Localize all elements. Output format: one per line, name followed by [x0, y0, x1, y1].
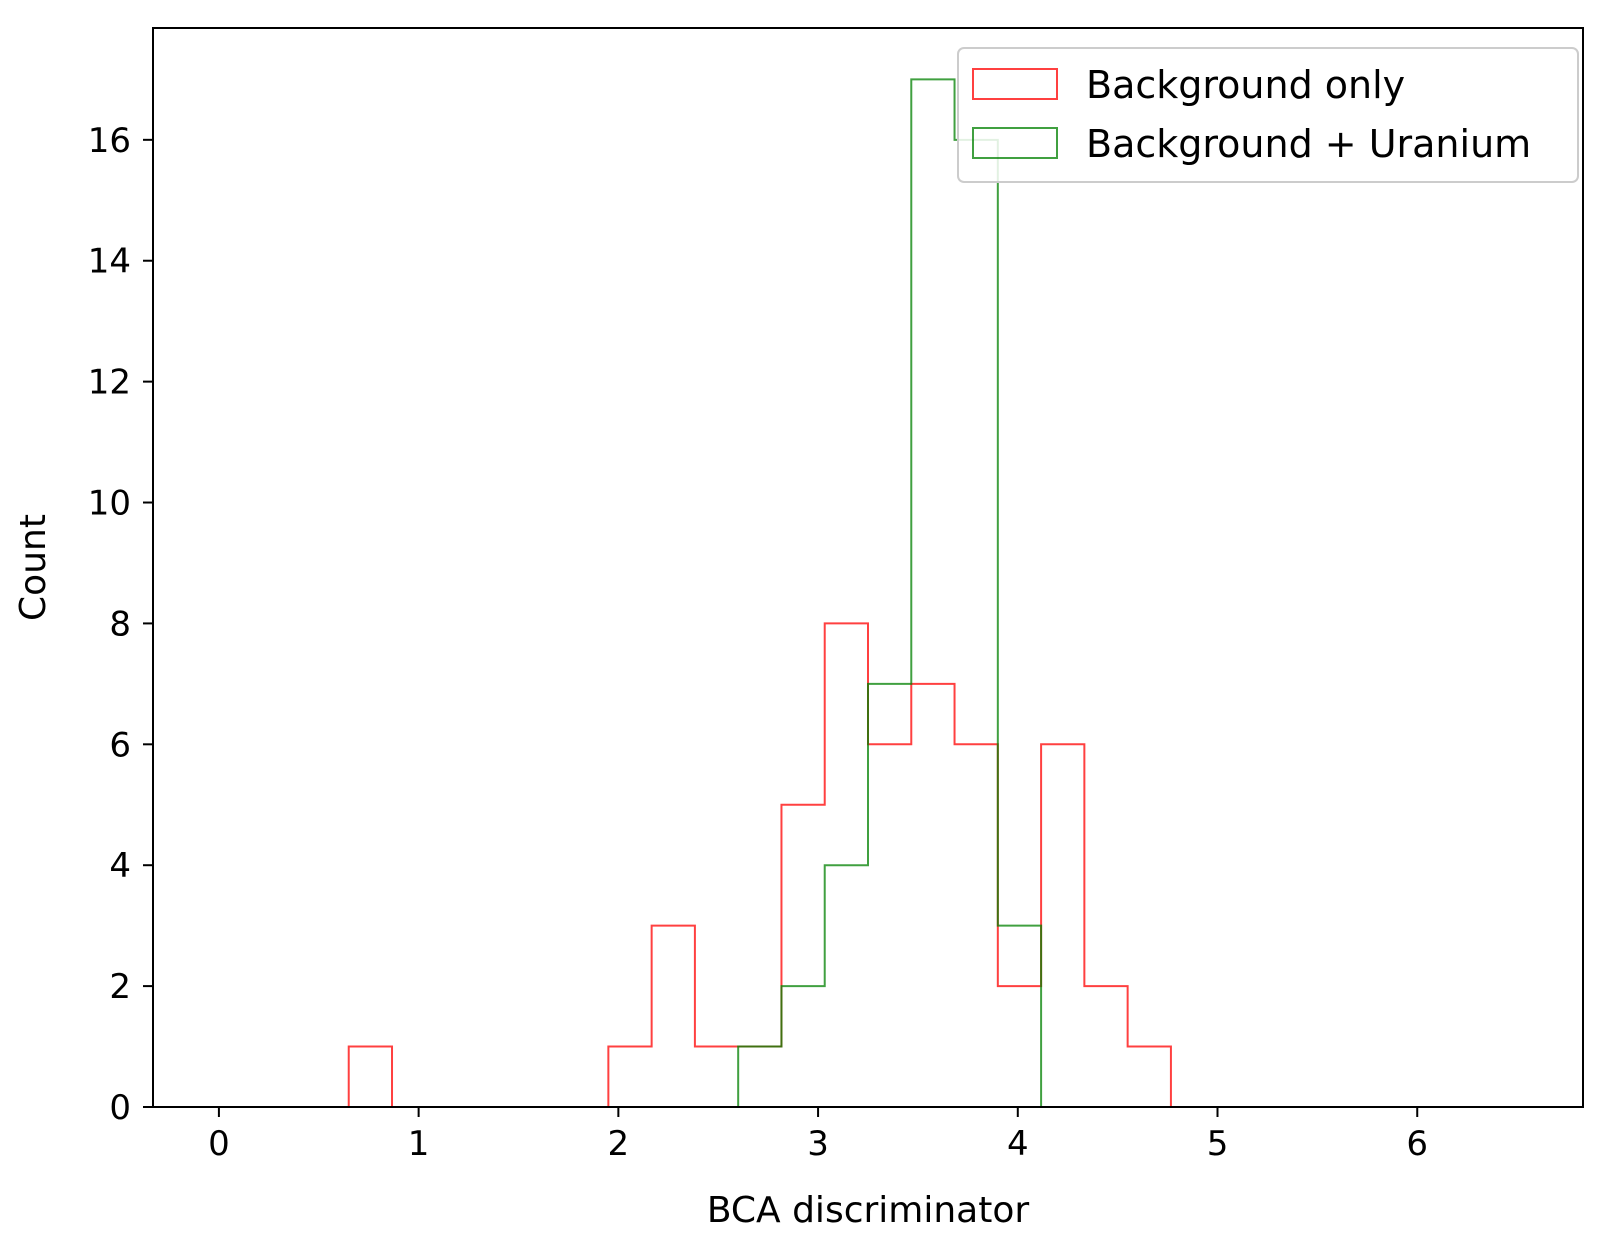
y-tick-label: 2 [109, 967, 131, 1007]
x-tick-label: 2 [608, 1124, 630, 1164]
x-axis-label: BCA discriminator [707, 1190, 1030, 1231]
x-tick-label: 1 [408, 1124, 430, 1164]
x-axis-ticks: 0 1 2 3 4 5 6 [208, 1107, 1428, 1164]
plot-frame [152, 27, 1584, 1108]
legend-swatch-background-only [972, 68, 1058, 100]
legend-label-background-only: Background only [1086, 63, 1405, 107]
x-tick-label: 4 [1007, 1124, 1029, 1164]
y-tick-label: 8 [109, 604, 131, 644]
y-axis-label: Count [13, 514, 54, 621]
y-tick-label: 0 [109, 1088, 131, 1128]
x-tick-label: 6 [1406, 1124, 1428, 1164]
y-tick-label: 12 [88, 363, 131, 403]
y-tick-label: 10 [88, 484, 131, 524]
legend-label-background-uranium: Background + Uranium [1086, 122, 1531, 166]
y-tick-label: 14 [88, 242, 131, 282]
x-tick-label: 5 [1207, 1124, 1229, 1164]
legend: Background only Background + Uranium [957, 47, 1579, 183]
y-tick-label: 4 [109, 846, 131, 886]
y-axis-ticks: 0 2 4 6 8 10 12 14 16 [88, 121, 153, 1128]
y-tick-label: 16 [88, 121, 131, 161]
legend-swatch-background-uranium [972, 127, 1058, 159]
legend-box [957, 47, 1579, 183]
x-tick-label: 0 [208, 1124, 230, 1164]
y-tick-label: 6 [109, 725, 131, 765]
x-tick-label: 3 [807, 1124, 829, 1164]
